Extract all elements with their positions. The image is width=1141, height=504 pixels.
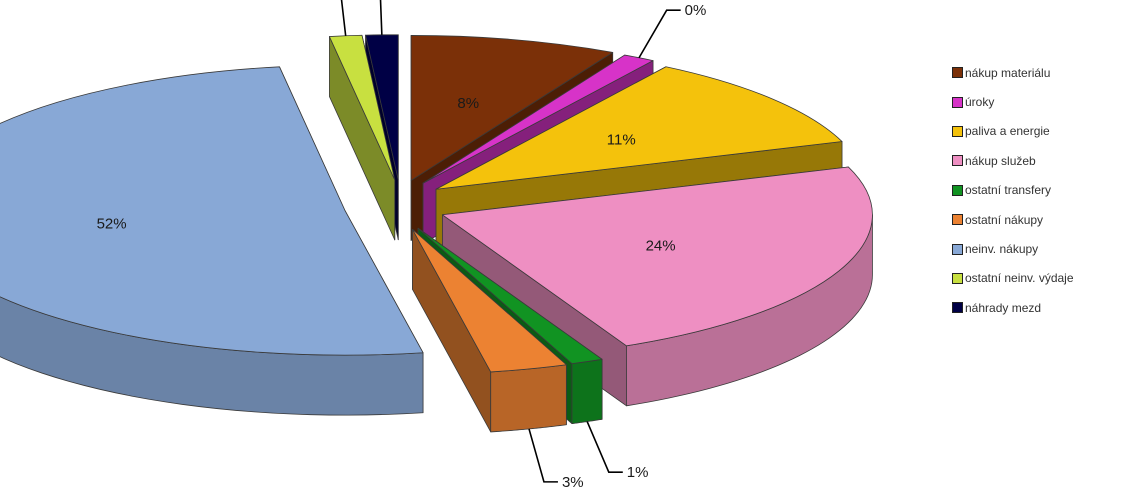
pct-label-paliva-a-energie: 11% <box>607 132 636 149</box>
slice-ostatni-transfery <box>417 227 603 365</box>
legend-swatch <box>952 184 963 196</box>
leader-line-nahrady-mezd <box>379 0 383 35</box>
leader-line-ostatni-transfery <box>586 421 623 473</box>
legend-label: ostatní neinv. výdaje <box>965 271 1074 286</box>
legend-swatch <box>952 272 963 284</box>
legend-item-neinv-nakupy: neinv. nákupy <box>952 234 1137 263</box>
pct-label-nakup-sluzeb: 24% <box>646 238 676 255</box>
legend-label: náhrady mezd <box>965 300 1042 315</box>
legend-item-nakup-materialu: nákup materiálu <box>952 58 1137 87</box>
slice-nakup-sluzeb <box>442 166 873 347</box>
legend-swatch <box>952 302 963 314</box>
leader-line-uroky <box>638 9 681 59</box>
legend-item-ostatni-transfery: ostatní transfery <box>952 176 1137 205</box>
legend-item-paliva-a-energie: paliva a energie <box>952 117 1137 146</box>
slice-paliva-a-energie <box>435 66 843 190</box>
pct-label-ostatni-transfery: 1% <box>627 464 649 481</box>
legend-label: úroky <box>965 95 995 110</box>
legend-swatch <box>952 243 963 255</box>
legend-swatch <box>952 96 963 108</box>
legend-label: paliva a energie <box>965 124 1050 139</box>
legend-item-ostatni-nakupy: ostatní nákupy <box>952 205 1137 234</box>
legend-label: ostatní nákupy <box>965 212 1044 227</box>
slice-neinv-nakupy <box>0 66 424 356</box>
slice-outer-ostatni-transfery-0 <box>571 358 603 425</box>
pct-label-ostatni-nakupy: 3% <box>562 474 584 491</box>
legend-label: neinv. nákupy <box>965 242 1039 257</box>
legend-item-ostatni-neinv-vydaje: ostatní neinv. výdaje <box>952 264 1137 293</box>
legend-swatch <box>952 67 963 79</box>
legend: nákup materiálu úroky paliva a energie náku… <box>952 58 1137 323</box>
slice-nakup-materialu <box>410 35 614 181</box>
legend-swatch <box>952 155 963 167</box>
legend-label: ostatní transfery <box>965 183 1052 198</box>
legend-item-nakup-sluzeb: nákup služeb <box>952 146 1137 175</box>
slice-ostatni-nakupy <box>412 228 567 373</box>
pct-label-uroky: 0% <box>685 2 707 19</box>
pct-label-neinv-nakupy: 52% <box>97 215 127 232</box>
legend-swatch <box>952 125 963 137</box>
legend-label: nákup materiálu <box>965 65 1051 80</box>
leader-line-ostatni-neinv-vydaje <box>340 0 347 36</box>
legend-item-nahrady-mezd: náhrady mezd <box>952 293 1137 322</box>
slice-outer-ostatni-nakupy-0 <box>490 364 567 433</box>
leader-line-ostatni-nakupy <box>528 428 558 483</box>
legend-swatch <box>952 214 963 226</box>
legend-item-uroky: úroky <box>952 87 1137 116</box>
legend-label: nákup služeb <box>965 153 1036 168</box>
pct-label-nakup-materialu: 8% <box>457 95 479 112</box>
